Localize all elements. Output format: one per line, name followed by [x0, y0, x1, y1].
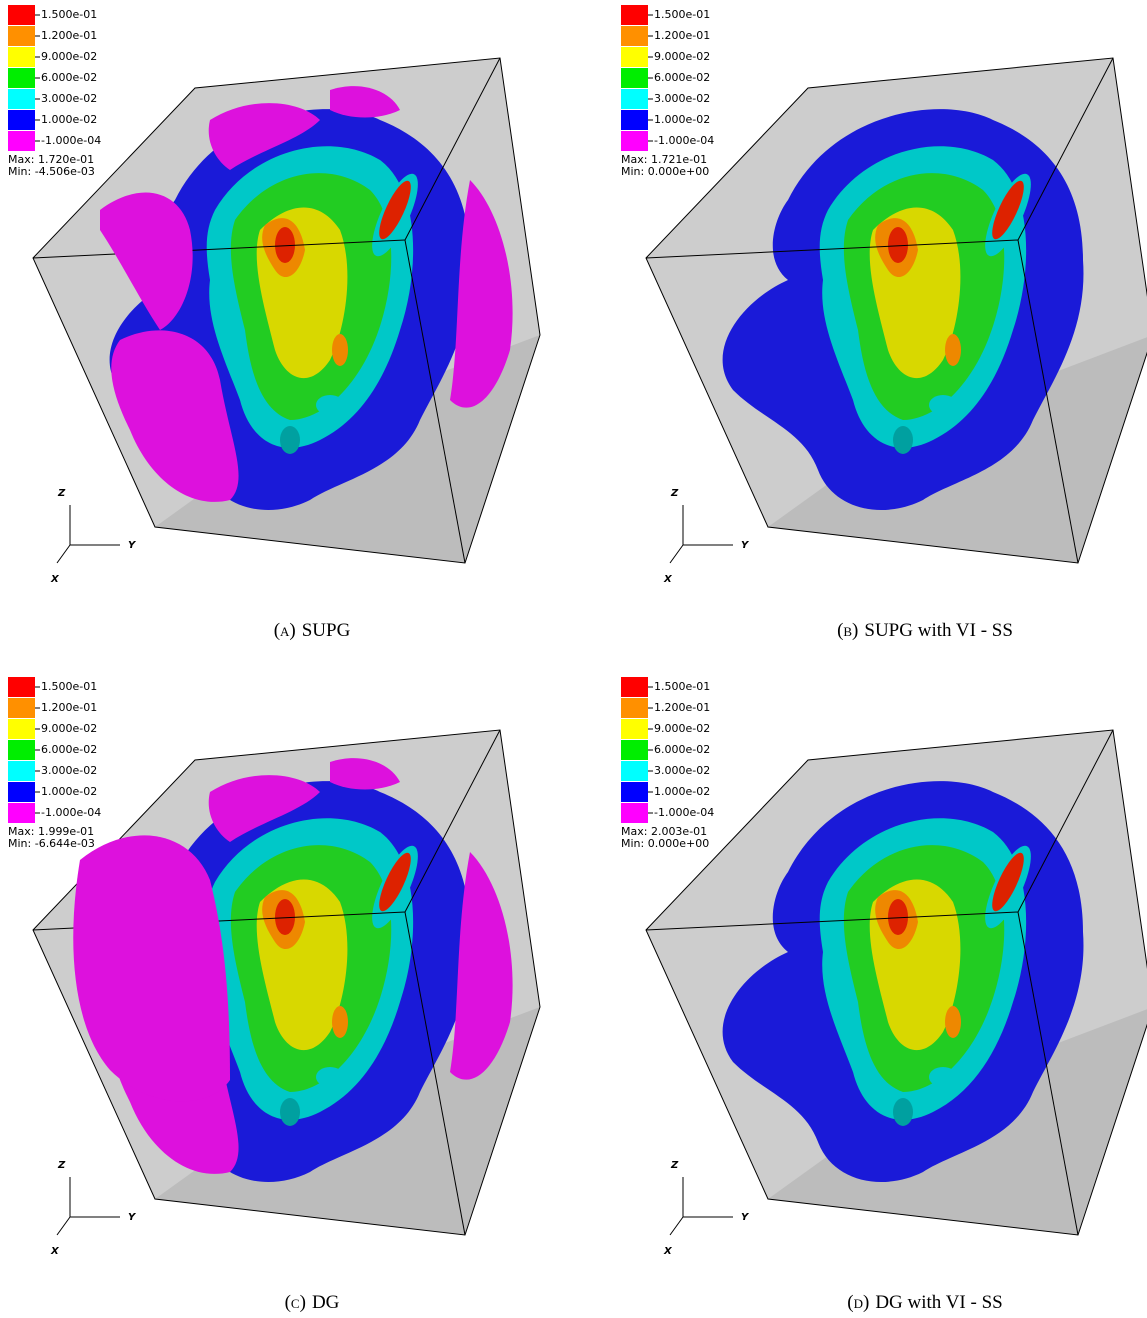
panel	[32, 729, 541, 1236]
caption: (c) DG	[285, 1292, 340, 1313]
legend-swatch	[8, 740, 35, 760]
caption-text: SUPG with VI - SS	[864, 620, 1013, 641]
legend-label: -1.000e-04	[654, 134, 714, 147]
legend-swatch	[621, 5, 648, 25]
min-label: Min: -4.506e-03	[8, 165, 95, 178]
axis-label: X	[663, 574, 673, 585]
legend-swatch	[621, 740, 648, 760]
legend-label: 3.000e-02	[654, 92, 710, 105]
legend-label: 1.500e-01	[654, 8, 710, 21]
axis-label: Z	[670, 488, 679, 499]
min-label: Min: 0.000e+00	[621, 837, 709, 850]
min-label: Min: -6.644e-03	[8, 837, 95, 850]
legend-swatch	[621, 782, 648, 802]
panel-labels: 1.500e-01 1.200e-01 9.000e-02 6.000e-02 3.00…	[621, 5, 1013, 641]
panel-labels: 1.500e-01 1.200e-01 9.000e-02 6.000e-02 3.00…	[8, 677, 340, 1313]
legend-label: 9.000e-02	[654, 722, 710, 735]
legend-swatch	[8, 761, 35, 781]
axis-label: Z	[57, 488, 66, 499]
legend-label: 3.000e-02	[41, 764, 97, 777]
legend-label: 1.000e-02	[654, 785, 710, 798]
legend-swatch	[621, 26, 648, 46]
legend-swatch	[8, 110, 35, 130]
axis-label: Z	[57, 1160, 66, 1171]
legend-label: 9.000e-02	[41, 722, 97, 735]
legend-label: 6.000e-02	[654, 743, 710, 756]
legend-swatch	[621, 110, 648, 130]
caption-text: SUPG	[302, 620, 351, 641]
legend-label: 1.000e-02	[41, 785, 97, 798]
axis-label: Y	[741, 1212, 750, 1223]
axis-label: Y	[128, 1212, 137, 1223]
legend-swatch	[8, 803, 35, 823]
caption-label: (c)	[285, 1292, 306, 1313]
legend-label: 1.200e-01	[41, 29, 97, 42]
legend-label: 9.000e-02	[41, 50, 97, 63]
legend-swatch	[8, 698, 35, 718]
legend-swatch	[8, 26, 35, 46]
legend-swatch	[8, 5, 35, 25]
legend-label: 1.500e-01	[41, 8, 97, 21]
max-label: Max: 1.721e-01	[621, 153, 707, 166]
caption: (b) SUPG with VI - SS	[837, 620, 1013, 641]
legend-swatch	[8, 47, 35, 67]
legend-label: -1.000e-04	[41, 806, 101, 819]
max-label: Max: 1.720e-01	[8, 153, 94, 166]
panel	[32, 57, 541, 564]
panel-labels: 1.500e-01 1.200e-01 9.000e-02 6.000e-02 3.00…	[621, 677, 1003, 1313]
legend-swatch	[621, 677, 648, 697]
caption-label: (b)	[837, 620, 858, 641]
legend-swatch	[8, 677, 35, 697]
legend-label: 1.500e-01	[654, 680, 710, 693]
caption: (a) SUPG	[274, 620, 351, 641]
caption-label: (d)	[847, 1292, 869, 1313]
panel	[645, 57, 1147, 564]
legend-swatch	[621, 89, 648, 109]
legend-label: 3.000e-02	[654, 764, 710, 777]
legend-label: 6.000e-02	[654, 71, 710, 84]
legend-label: 1.200e-01	[654, 29, 710, 42]
axis-label: X	[50, 1246, 60, 1257]
caption-text: DG with VI - SS	[875, 1292, 1002, 1313]
legend-swatch	[621, 698, 648, 718]
caption: (d) DG with VI - SS	[847, 1292, 1002, 1313]
legend-label: 3.000e-02	[41, 92, 97, 105]
legend-label: 6.000e-02	[41, 743, 97, 756]
legend-swatch	[8, 89, 35, 109]
legend-swatch	[8, 68, 35, 88]
legend-swatch	[621, 803, 648, 823]
max-label: Max: 1.999e-01	[8, 825, 94, 838]
max-label: Max: 2.003e-01	[621, 825, 707, 838]
legend-label: 1.200e-01	[41, 701, 97, 714]
axis-label: X	[50, 574, 60, 585]
axis-label: Y	[128, 540, 137, 551]
panel	[645, 729, 1147, 1236]
legend-label: 6.000e-02	[41, 71, 97, 84]
min-label: Min: 0.000e+00	[621, 165, 709, 178]
legend-swatch	[8, 782, 35, 802]
legend-swatch	[621, 47, 648, 67]
legend-swatch	[8, 131, 35, 151]
legend-swatch	[621, 68, 648, 88]
legend-label: -1.000e-04	[654, 806, 714, 819]
legend-label: 1.000e-02	[41, 113, 97, 126]
legend-swatch	[621, 719, 648, 739]
legend-label: 1.000e-02	[654, 113, 710, 126]
axis-label: X	[663, 1246, 673, 1257]
caption-label: (a)	[274, 620, 296, 641]
legend-swatch	[621, 131, 648, 151]
legend-label: 1.500e-01	[41, 680, 97, 693]
panel-labels: 1.500e-01 1.200e-01 9.000e-02 6.000e-02 3.00…	[8, 5, 351, 641]
legend-swatch	[621, 761, 648, 781]
legend-label: 1.200e-01	[654, 701, 710, 714]
legend-swatch	[8, 719, 35, 739]
axis-label: Y	[741, 540, 750, 551]
caption-text: DG	[312, 1292, 340, 1313]
axis-label: Z	[670, 1160, 679, 1171]
legend-label: -1.000e-04	[41, 134, 101, 147]
legend-label: 9.000e-02	[654, 50, 710, 63]
